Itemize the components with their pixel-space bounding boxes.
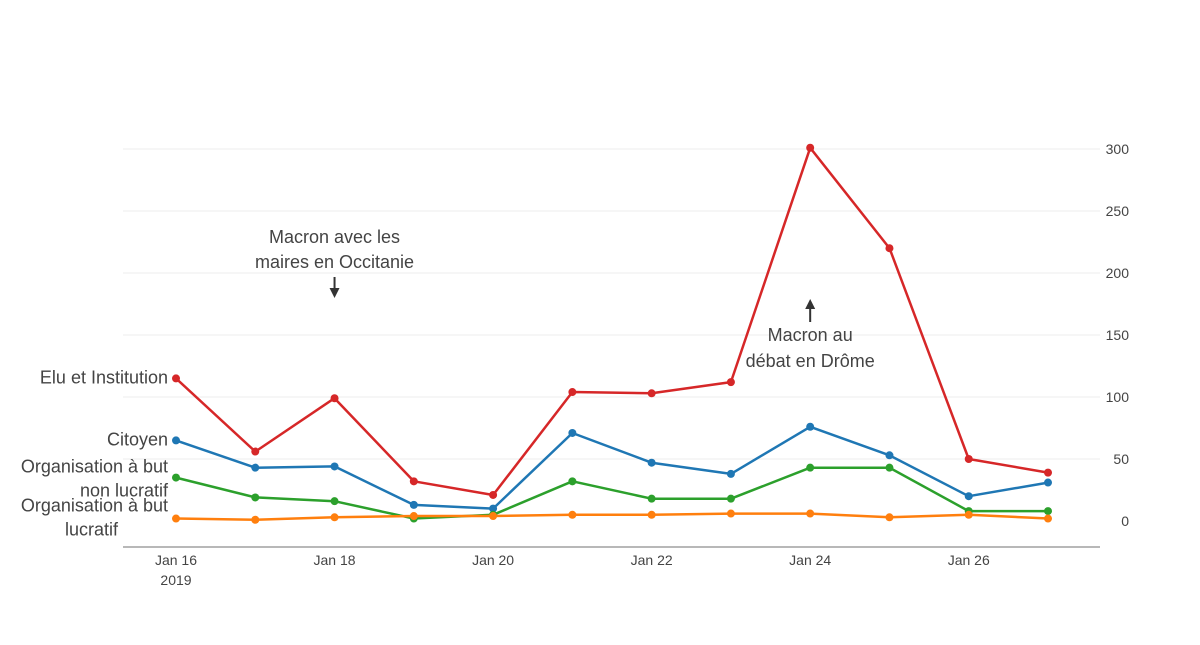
series-line-0 <box>175 146 1049 497</box>
data-point <box>172 473 180 482</box>
data-point <box>726 469 735 478</box>
annotation-text: maires en Occitanie <box>255 252 414 272</box>
data-point <box>885 463 894 472</box>
y-tick-label: 100 <box>1106 389 1130 405</box>
series-line-1 <box>175 425 1049 510</box>
series-label-0: Elu et Institution <box>40 367 168 387</box>
data-point <box>806 422 815 431</box>
x-tick-label: Jan 24 <box>789 552 831 568</box>
data-point <box>172 514 180 523</box>
data-point <box>885 513 894 522</box>
y-tick-label: 200 <box>1106 265 1130 281</box>
data-point <box>330 513 339 522</box>
series-label-1: Citoyen <box>107 429 168 449</box>
data-point <box>251 463 260 472</box>
arrow-down-icon-head <box>329 288 340 298</box>
data-point <box>489 504 498 513</box>
data-point <box>409 477 418 486</box>
data-point <box>647 389 656 398</box>
x-tick-sublabel: 2019 <box>160 572 191 588</box>
series-label-3: Organisation à but lucratif <box>21 496 168 540</box>
annotation-0: Macron avec les maires en Occitanie <box>255 227 414 298</box>
data-point <box>251 515 260 524</box>
data-point <box>409 512 418 521</box>
data-point <box>172 436 180 445</box>
data-point <box>172 374 180 383</box>
data-point <box>330 394 339 403</box>
data-point <box>251 493 260 502</box>
data-point <box>568 477 577 486</box>
y-tick-label: 250 <box>1106 203 1130 219</box>
series-label-line: Elu et Institution <box>40 367 168 387</box>
series-label-line: Organisation à but <box>21 496 168 516</box>
data-point <box>885 451 894 460</box>
y-tick-label: 150 <box>1106 327 1130 343</box>
data-point <box>806 509 815 518</box>
data-point <box>726 494 735 503</box>
data-point <box>806 463 815 472</box>
series-line-3 <box>175 512 1049 522</box>
annotation-1: Macron au débat en Drôme <box>746 299 875 371</box>
data-point <box>330 497 339 506</box>
data-point <box>568 428 577 437</box>
data-point <box>647 510 656 519</box>
series <box>172 143 1052 524</box>
series-label-line: lucratif <box>65 520 119 540</box>
arrow-up-icon-head <box>805 299 816 309</box>
data-point <box>726 509 735 518</box>
grid-lines <box>123 148 1100 460</box>
annotation-text: débat en Drôme <box>746 351 875 371</box>
annotation-text: Macron au <box>768 325 853 345</box>
data-point <box>568 388 577 397</box>
series-label-line: non lucratif <box>80 481 169 501</box>
data-point <box>647 458 656 467</box>
data-point <box>1044 514 1052 523</box>
data-point <box>806 143 815 152</box>
data-point <box>1044 507 1052 516</box>
y-tick-label: 300 <box>1106 141 1130 157</box>
data-point <box>647 494 656 503</box>
data-point <box>964 455 973 463</box>
x-tick-label: Jan 22 <box>631 552 673 568</box>
annotation-text: Macron avec les <box>269 227 400 247</box>
data-point <box>726 378 735 387</box>
data-point <box>330 462 339 471</box>
series-line-2 <box>175 466 1048 520</box>
x-tick-label: Jan 16 <box>155 552 197 568</box>
data-point <box>489 512 498 521</box>
data-point <box>1044 468 1052 477</box>
series-label-line: Organisation à but <box>21 457 168 477</box>
data-point <box>251 447 260 456</box>
y-tick-label: 50 <box>1113 451 1129 467</box>
data-point <box>1044 478 1052 487</box>
x-tick-label: Jan 18 <box>314 552 356 568</box>
data-point <box>409 500 418 509</box>
x-tick-label: Jan 20 <box>472 552 514 568</box>
data-point <box>885 244 894 253</box>
data-point <box>489 490 498 499</box>
y-tick-label: 0 <box>1121 513 1129 529</box>
data-point <box>964 492 973 501</box>
series-labels: Elu et Institution Citoyen Organisation à … <box>21 367 169 539</box>
data-point <box>568 510 577 519</box>
data-point <box>964 510 973 519</box>
series-label-line: Citoyen <box>107 429 168 449</box>
x-tick-label: Jan 26 <box>948 552 990 568</box>
axes: 0 50 100 150 200 250 300 Jan 16 2019 Jan 18 Jan 20… <box>123 141 1129 588</box>
series-label-2: Organisation à but non lucratif <box>21 457 169 501</box>
